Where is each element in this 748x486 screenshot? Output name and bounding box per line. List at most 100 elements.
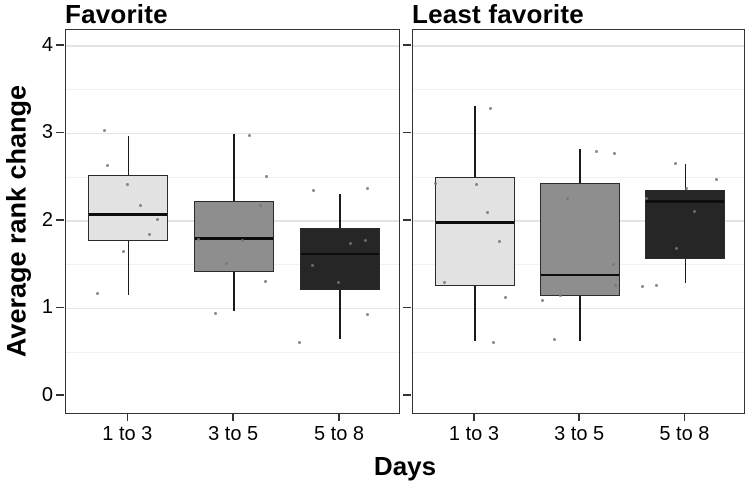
jitter-point: [196, 237, 200, 241]
y-tick-label: 4: [41, 33, 53, 56]
box-3-to-5: [540, 183, 621, 296]
gridline-major: [413, 45, 744, 47]
jitter-point: [504, 296, 508, 300]
whisker-lower: [474, 285, 476, 341]
jitter-point: [240, 238, 244, 242]
whisker-lower: [579, 296, 581, 341]
jitter-point: [224, 262, 228, 266]
jitter-point: [264, 174, 268, 178]
jitter-point: [673, 161, 677, 165]
jitter-point: [498, 240, 502, 244]
gridline-minor: [413, 89, 744, 90]
whisker-upper: [579, 149, 581, 184]
x-tick-label: 5 to 8: [659, 423, 710, 445]
jitter-point: [365, 186, 369, 190]
gridline-major: [413, 307, 744, 310]
jitter-point: [489, 107, 493, 111]
y-tick-mark: [56, 306, 64, 308]
y-tick-mark: [403, 44, 411, 46]
gridline-major: [66, 45, 399, 47]
box-1-to-3: [434, 177, 515, 286]
whisker-lower: [684, 259, 687, 283]
y-tick-label: 3: [41, 121, 53, 144]
box-5-to-8: [300, 227, 381, 290]
whisker-upper: [684, 163, 687, 191]
gridline-minor: [413, 176, 744, 178]
gridline-minor: [66, 351, 399, 353]
whisker-upper: [474, 106, 476, 177]
jitter-point: [486, 211, 490, 215]
box-3-to-5: [194, 200, 275, 272]
jitter-point: [714, 178, 718, 182]
whisker-upper: [127, 135, 130, 176]
jitter-point: [640, 284, 644, 288]
jitter-point: [558, 293, 562, 297]
x-tick-label: 1 to 3: [102, 423, 153, 445]
jitter-point: [125, 182, 129, 186]
jitter-point: [565, 196, 569, 200]
median-line: [646, 200, 725, 203]
y-tick-mark: [403, 219, 411, 221]
plot-panel-favorite: [65, 29, 400, 414]
gridline-major: [66, 307, 399, 310]
jitter-point: [263, 279, 267, 283]
whisker-upper: [339, 193, 341, 228]
y-tick-mark: [56, 394, 64, 396]
median-line: [301, 252, 380, 256]
jitter-point: [297, 340, 301, 344]
jitter-point: [121, 249, 125, 253]
jitter-point: [105, 164, 109, 168]
jitter-point: [147, 233, 151, 237]
median-line: [541, 273, 620, 277]
jitter-point: [311, 188, 315, 192]
y-tick-mark: [56, 131, 64, 133]
jitter-point: [684, 186, 688, 190]
jitter-point: [612, 151, 616, 155]
jitter-point: [552, 338, 556, 342]
x-tick-mark: [578, 414, 580, 421]
whisker-lower: [127, 240, 130, 296]
median-line: [89, 213, 168, 216]
jitter-point: [365, 312, 369, 316]
facet-title-favorite: Favorite: [65, 0, 168, 29]
y-tick-mark: [403, 394, 411, 396]
y-tick-label: 0: [41, 383, 53, 406]
jitter-point: [258, 204, 262, 208]
x-tick-label: 5 to 8: [313, 423, 365, 445]
y-tick-mark: [56, 44, 64, 46]
y-tick-label: 2: [41, 208, 53, 231]
x-tick-mark: [683, 414, 686, 421]
median-line: [435, 221, 514, 224]
gridline-minor: [66, 176, 399, 178]
jitter-point: [654, 284, 658, 287]
jitter-point: [102, 129, 106, 133]
gridline-major: [413, 132, 744, 135]
x-tick-mark: [126, 414, 129, 421]
jitter-point: [674, 247, 678, 251]
y-tick-mark: [403, 306, 411, 308]
jitter-point: [644, 197, 648, 201]
x-tick-label: 1 to 3: [448, 423, 499, 445]
box-1-to-3: [88, 175, 169, 241]
gridline-major: [66, 132, 399, 135]
y-tick-mark: [403, 131, 411, 133]
jitter-point: [213, 312, 217, 315]
jitter-point: [540, 298, 544, 302]
jitter-point: [138, 203, 142, 207]
plot-panel-least-favorite: [412, 29, 745, 414]
jitter-point: [594, 150, 598, 154]
jitter-point: [613, 284, 617, 287]
jitter-point: [434, 181, 438, 185]
jitter-point: [95, 291, 99, 295]
jitter-point: [310, 263, 314, 267]
whisker-lower: [339, 289, 341, 339]
x-tick-label: 3 to 5: [554, 423, 605, 445]
jitter-point: [443, 281, 447, 285]
jitter-point: [247, 134, 251, 138]
jitter-point: [155, 218, 159, 222]
whisker-upper: [233, 134, 235, 201]
whisker-lower: [233, 271, 235, 311]
jitter-point: [492, 340, 496, 344]
jitter-point: [611, 263, 615, 266]
